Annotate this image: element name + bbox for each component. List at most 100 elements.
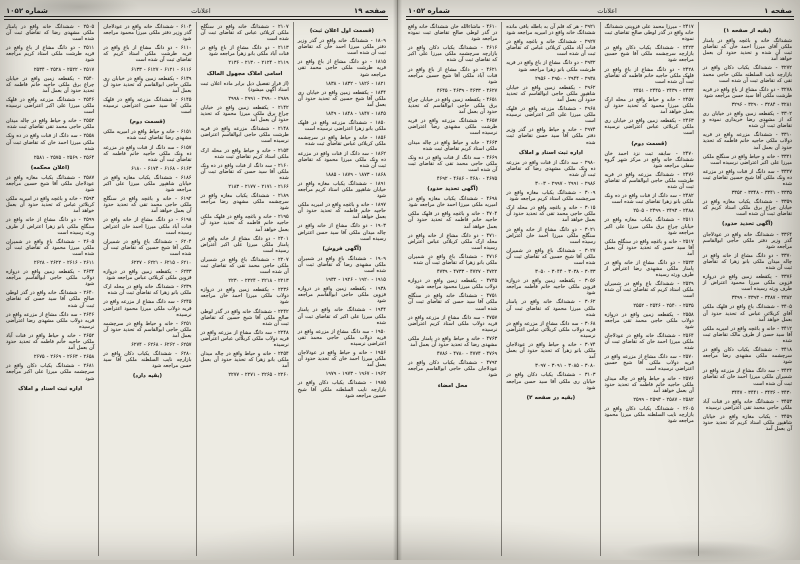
ad-entry: ۳۴۵۳ - ششدانگ خانه واقع در قنات آباد ملک… — [702, 398, 792, 411]
ad-column: ۶۱۰۴ - ششدانگ خانه واقع در عودلاجان گذر … — [98, 22, 195, 556]
ad-entry: ۳۰۲۷ - ششدانگ باغ واقع در شمیران ملکی آق… — [506, 247, 596, 266]
ad-entry: ۶۲۵۷ - ۶۲۶۲ - ۶۲۶۸ - ۶۲۷۴ — [131, 342, 192, 349]
ad-entry: ۶۲۵۱ - خانه و حیاط واقع در سرچشمه ملکی ح… — [103, 320, 192, 339]
ad-entry: ۲۴۸۸ - ۲۴۹۳ - ۲۴۹۹ - ۲۵۰۵ — [633, 208, 694, 215]
ad-entry: ۳۴۱۸ - ششدانگ یکباب دکان واقع در سرچشمه … — [702, 347, 792, 366]
section-title: اعلانات — [191, 7, 211, 15]
page-left-header: شماره ۱۰۵۲ اعلانات صفحه ۱۹ — [0, 0, 392, 15]
ad-entry: ۲۵۱۱ - دو دانگ مشاع از باغ واقع در قریه … — [6, 45, 95, 64]
issue-number: شماره ۱۰۵۲ — [6, 7, 48, 15]
ad-column: ۲۴۱۷ - میرزا محمد علی قزوینی ششدانگ خانه… — [599, 22, 698, 556]
ad-entry: (از قرار تفصیل ذیل برابر ماده اعلان ثبت … — [200, 80, 289, 93]
ad-entry: ۱۹۴۴ - ششدانگ خانه واقع در پامنار ملکی م… — [297, 307, 386, 326]
ad-entry: ۱۹۵۰ - سه دانگ مشاع از مزرعه واقع در قری… — [297, 328, 386, 347]
ad-entry: ۳۲۷۲ - ششدانگ یکباب دکان واقع در بازارچه… — [702, 65, 792, 84]
ad-entry: ۴۶۵۷ - ششدانگ مزرعه واقع در قریه طرشت مل… — [408, 118, 498, 137]
ad-entry: ۲۶۸۱ - ششدانگ یکباب دکان واقع در سرچشمه … — [6, 363, 95, 382]
ad-entry: ۳۰۵۶ - یکقطعه زمین واقع در دروازه قزوین … — [506, 278, 596, 297]
ad-entry: ۳۴۱۲ - خانه و باغچه واقع در امیریه ملکی … — [702, 325, 792, 344]
ad-column: ۲۹۲۱ - هر که قلم آن به باطله باقی مانده … — [501, 22, 599, 556]
ad-entry: ۶۱۹۲ - خانه و باغچه واقع در سنگلج ملکی ح… — [103, 196, 192, 215]
page-right: شماره ۱۰۵۲ اعلانات صفحه ۱ (بقیه از صفحه … — [402, 0, 798, 560]
ad-entry: ۴۷۲۲ - ۴۷۲۷ - ۴۷۳۳ - ۴۷۳۹ — [436, 269, 498, 276]
ad-entry: ۱۹۶۲ - ۱۹۶۷ - ۱۹۷۳ - ۱۹۷۹ — [325, 371, 386, 378]
ad-entry: ۲۴۵۷ - خانه و حیاط واقع در محله ارک ملکی… — [604, 96, 694, 116]
ad-entry: ۱۹۰۳ - دو دانگ مشاع از خانه واقع در چاله… — [297, 223, 386, 242]
ad-entry: ۲۴۲۸ - دو دانگ مشاع از باغ واقع در قلهک … — [604, 66, 694, 85]
ad-entry: ۲۱۴۸ - ششدانگ مزرعه واقع در قریه طرشت مل… — [200, 126, 289, 145]
ad-entry: ۲۶۴۶ - سه دانگ مشاع از مزرعه واقع در قری… — [6, 311, 95, 330]
ad-entry: ۲۵۴۰ - یکقطعه زمین واقع در خیابان چراغ ب… — [6, 75, 95, 94]
ad-entry: ۶۲۳۹ - ششدانگ خانه واقع در محله ارک ملکی… — [103, 284, 192, 297]
ad-entry: ۲۱۸۹ - ششدانگ یکباب مغازه واقع در سرچشمه… — [200, 193, 289, 212]
ad-entry: ۲۲۵۴ - خانه و حیاط واقع در چاله میدان مل… — [200, 351, 289, 370]
ad-entry: ۴۷۴۵ - یکقطعه زمین واقع در دروازه دولاب … — [408, 278, 498, 291]
ad-entry: ۳۳۲۱ - خانه و حیاط واقع در سنگلج ملکی می… — [702, 153, 792, 166]
ad-entry: ۶۱۳۹ - یکقطعه زمین واقع در خیابان ری ملک… — [103, 75, 192, 94]
ad-entry: ۲۲۳۶ - یکقطعه زمین واقع در دروازه دولاب … — [200, 287, 289, 306]
ad-column: ۲۵۰۵ - ششدانگ خانه واقع در پامنار ملکی م… — [2, 22, 98, 556]
ad-entry: ۱۸۶۸ - ۱۸۷۳ - ۱۸۷۹ - ۱۸۸۵ — [325, 171, 386, 178]
ad-entry: ۲۱۰۷ - ششدانگ خانه واقع در سنگلج ملکی کر… — [200, 24, 289, 43]
ad-entry: ۲۶۵۸ - ۲۶۶۳ - ۲۶۶۹ - ۲۶۷۵ — [33, 354, 95, 361]
ad-entry: ۶۱۱۶ - ۶۱۲۱ - ۶۱۲۷ - ۶۱۳۳ — [131, 66, 192, 73]
ad-entry: ۳۳۵۹ - ششدانگ یکباب مغازه واقع در خیابان… — [702, 199, 792, 218]
ad-column: ۴۶۱۰ - ماشاءالله خان ششدانگ خانه واقع در… — [404, 22, 501, 556]
section-heading: (قسمت اول اعلان ثبت) — [309, 28, 374, 34]
ad-entry: ۱۸۹۷ - خانه و باغچه واقع در امیریه ملکی … — [297, 202, 386, 221]
ad-entry: ۱۸۰۹ - ششدانگ خانه واقع در گذر وزیر دفتر… — [297, 38, 386, 57]
ad-entry: ۲۵۷۰ - سه دانگ مشاع از مزرعه واقع در قری… — [604, 354, 694, 373]
section-heading: (قسمت دوم) — [129, 119, 166, 126]
ad-entry: ۲۵۲۳ - دو دانگ مشاع از خانه واقع در پامن… — [604, 260, 694, 279]
ad-entry: ۳۰۶۸ - سه دانگ مشاع از مزرعه واقع در قری… — [506, 320, 596, 339]
ad-entry: ۴۷۰۴ - خانه و باغچه واقع در قلهک ملکی حا… — [408, 211, 498, 230]
ad-entry: ۲۵۸۲ - ۲۵۸۷ - ۲۵۹۳ - ۲۵۹۹ — [633, 396, 694, 403]
ad-entry: ۶۲۳۳ - یکقطعه زمین واقع در دروازه قزوین … — [103, 269, 192, 282]
ad-entry: ۲۲۴۲ - ششدانگ خانه واقع در گذر لوطی صالح… — [200, 308, 289, 327]
ad-entry: ۲۹۶۸ - ششدانگ مزرعه واقع در قلهک ملکی می… — [506, 106, 596, 125]
ad-entry: ۲۶۳۴ - یکقطعه زمین واقع در دروازه دولاب … — [6, 269, 95, 288]
ad-entry: ۴۶۹۸ - ششدانگ یکباب مغازه واقع در امیریه… — [408, 196, 498, 209]
ad-entry: ۳۰۳۳ - ۳۰۳۸ - ۳۰۴۴ - ۳۰۵۰ — [535, 269, 596, 276]
ad-entry: ۱۸۴۴ - یکقطعه زمین واقع در خیابان ری ملک… — [297, 89, 386, 108]
ad-entry: ۲۴۳۴ - ۲۴۳۹ - ۲۴۴۵ - ۲۴۵۱ — [633, 87, 694, 94]
ad-entry: ۶۲۱۰ - ۶۲۱۵ - ۶۲۲۱ - ۶۲۲۷ — [131, 260, 192, 266]
section-heading: (آگهی تحدید حدود) — [427, 186, 478, 193]
ad-entry: ۲۵۹۳ - خانه و باغچه واقع در امیریه ملکی … — [6, 196, 95, 215]
section-heading: اداره ثبت اسناد و املاک — [18, 385, 83, 392]
header-rule — [4, 16, 388, 20]
ad-entry: ۲۲۰۷ - ششدانگ باغ واقع در شمیران ملکی حا… — [200, 256, 289, 276]
ad-entry: ۲۲۶۰ - ۲۲۶۵ - ۲۲۷۱ - ۲۲۷۷ — [228, 372, 289, 379]
ad-entry: ۳۰۱۵ - خانه و باغچه واقع در محله ارک ملک… — [506, 205, 596, 224]
ad-column: ۲۱۰۷ - ششدانگ خانه واقع در سنگلج ملکی کر… — [195, 22, 293, 556]
ad-entry: ۴۶۶۹ - سه دانگ از قنات واقع در ده ونک مل… — [408, 154, 498, 173]
ad-entry: ۳۳۸۲ - ۳۳۸۷ - ۳۳۹۳ - ۳۳۹۹ — [731, 295, 792, 302]
ad-entry: ۶۱۸۶ - ششدانگ یکباب مغازه واقع در خیابان… — [103, 174, 192, 194]
ad-entry: ۶۱۵۷ - سه دانگ از قنات واقع در مزرعه ده … — [103, 144, 192, 163]
ad-entry: ۱۸۵۰ - ششدانگ مزرعه واقع در قلهک ملکی با… — [297, 120, 386, 133]
ad-entry: ۶۲۸۰ - ششدانگ یکباب دکان واقع در بازارچه… — [103, 351, 192, 370]
ad-entry: ۱۸۴۵ - ۱۸۴۷ - ۱۸۴۸ - ۱۸۴۹ — [325, 111, 386, 118]
center-fold-line — [397, 0, 398, 560]
ad-entry: ۳۳۷۶ - یکقطعه زمین واقع در دروازه قزوین … — [702, 274, 792, 293]
ad-entry: ۳۳۳۵ - ۳۳۴۱ - ۳۳۴۸ - ۳۳۵۲ — [731, 190, 792, 197]
ad-entry: ششدانگ خانه و باغچه واقع در پامنار ملکی … — [702, 38, 792, 63]
ad-entry: ۲۶۱۱ - ۲۶۱۶ - ۲۶۲۲ - ۲۶۲۸ — [33, 260, 95, 266]
ad-entry: ۱۸۵۶ - خانه و حیاط واقع در سرچشمه ملکی ک… — [297, 135, 386, 148]
page-number: صفحه ۱۹ — [353, 7, 386, 15]
ad-entry: ۲۴۲۳ - ششدانگ یکباب دکان واقع در بازارچه… — [604, 45, 694, 64]
ad-entry: ۳۳۶۴ - ششدانگ خانه واقع در عودلاجان گذر … — [702, 231, 792, 250]
header-rule — [406, 16, 794, 20]
ad-entry: ۲۹۳۸ - ۲۹۴۴ - ۲۹۵۰ - ۲۹۵۶ — [535, 75, 596, 82]
ad-entry: ۲۵۱۷ - خانه و باغچه واقع در سنگلج ملکی آ… — [604, 238, 694, 257]
ad-entry: ۳۳۱۰ - ششدانگ مزرعه واقع در قریه دولاب م… — [702, 132, 792, 151]
ad-entry: ۲۴۶۳ - یکقطعه زمین واقع در خیابان ری ملک… — [604, 118, 694, 137]
ad-entry: ۳۱۰۳ - ششدانگ یکباب دکان واقع در خیابان … — [506, 372, 596, 391]
ad-entry: ۴۶۱۶ - ششدانگ یکباب دکان واقع در بازارچه… — [408, 45, 498, 64]
ad-entry: ۲۵۷۶ - خانه و حیاط واقع در چاله میدان مل… — [604, 375, 694, 394]
ad-entry: ۲۵۶۴ - ششدانگ خانه واقع در عودلاجان ملکی… — [604, 332, 694, 352]
ad-entry: ۴۶۶۳ - خانه و حیاط واقع در چاله میدان مل… — [408, 139, 498, 152]
ad-entry: ۴۶۲۷ - ۴۶۳۳ - ۴۶۳۹ - ۴۶۴۵ — [436, 87, 498, 94]
ad-entry: ۲۱۱۳ - دو دانگ مشاع از باغ واقع در قنات … — [200, 45, 289, 58]
ad-entry: ۲۱۶۰ - سه دانگ از قنات واقع در ده ونک مل… — [200, 162, 289, 181]
